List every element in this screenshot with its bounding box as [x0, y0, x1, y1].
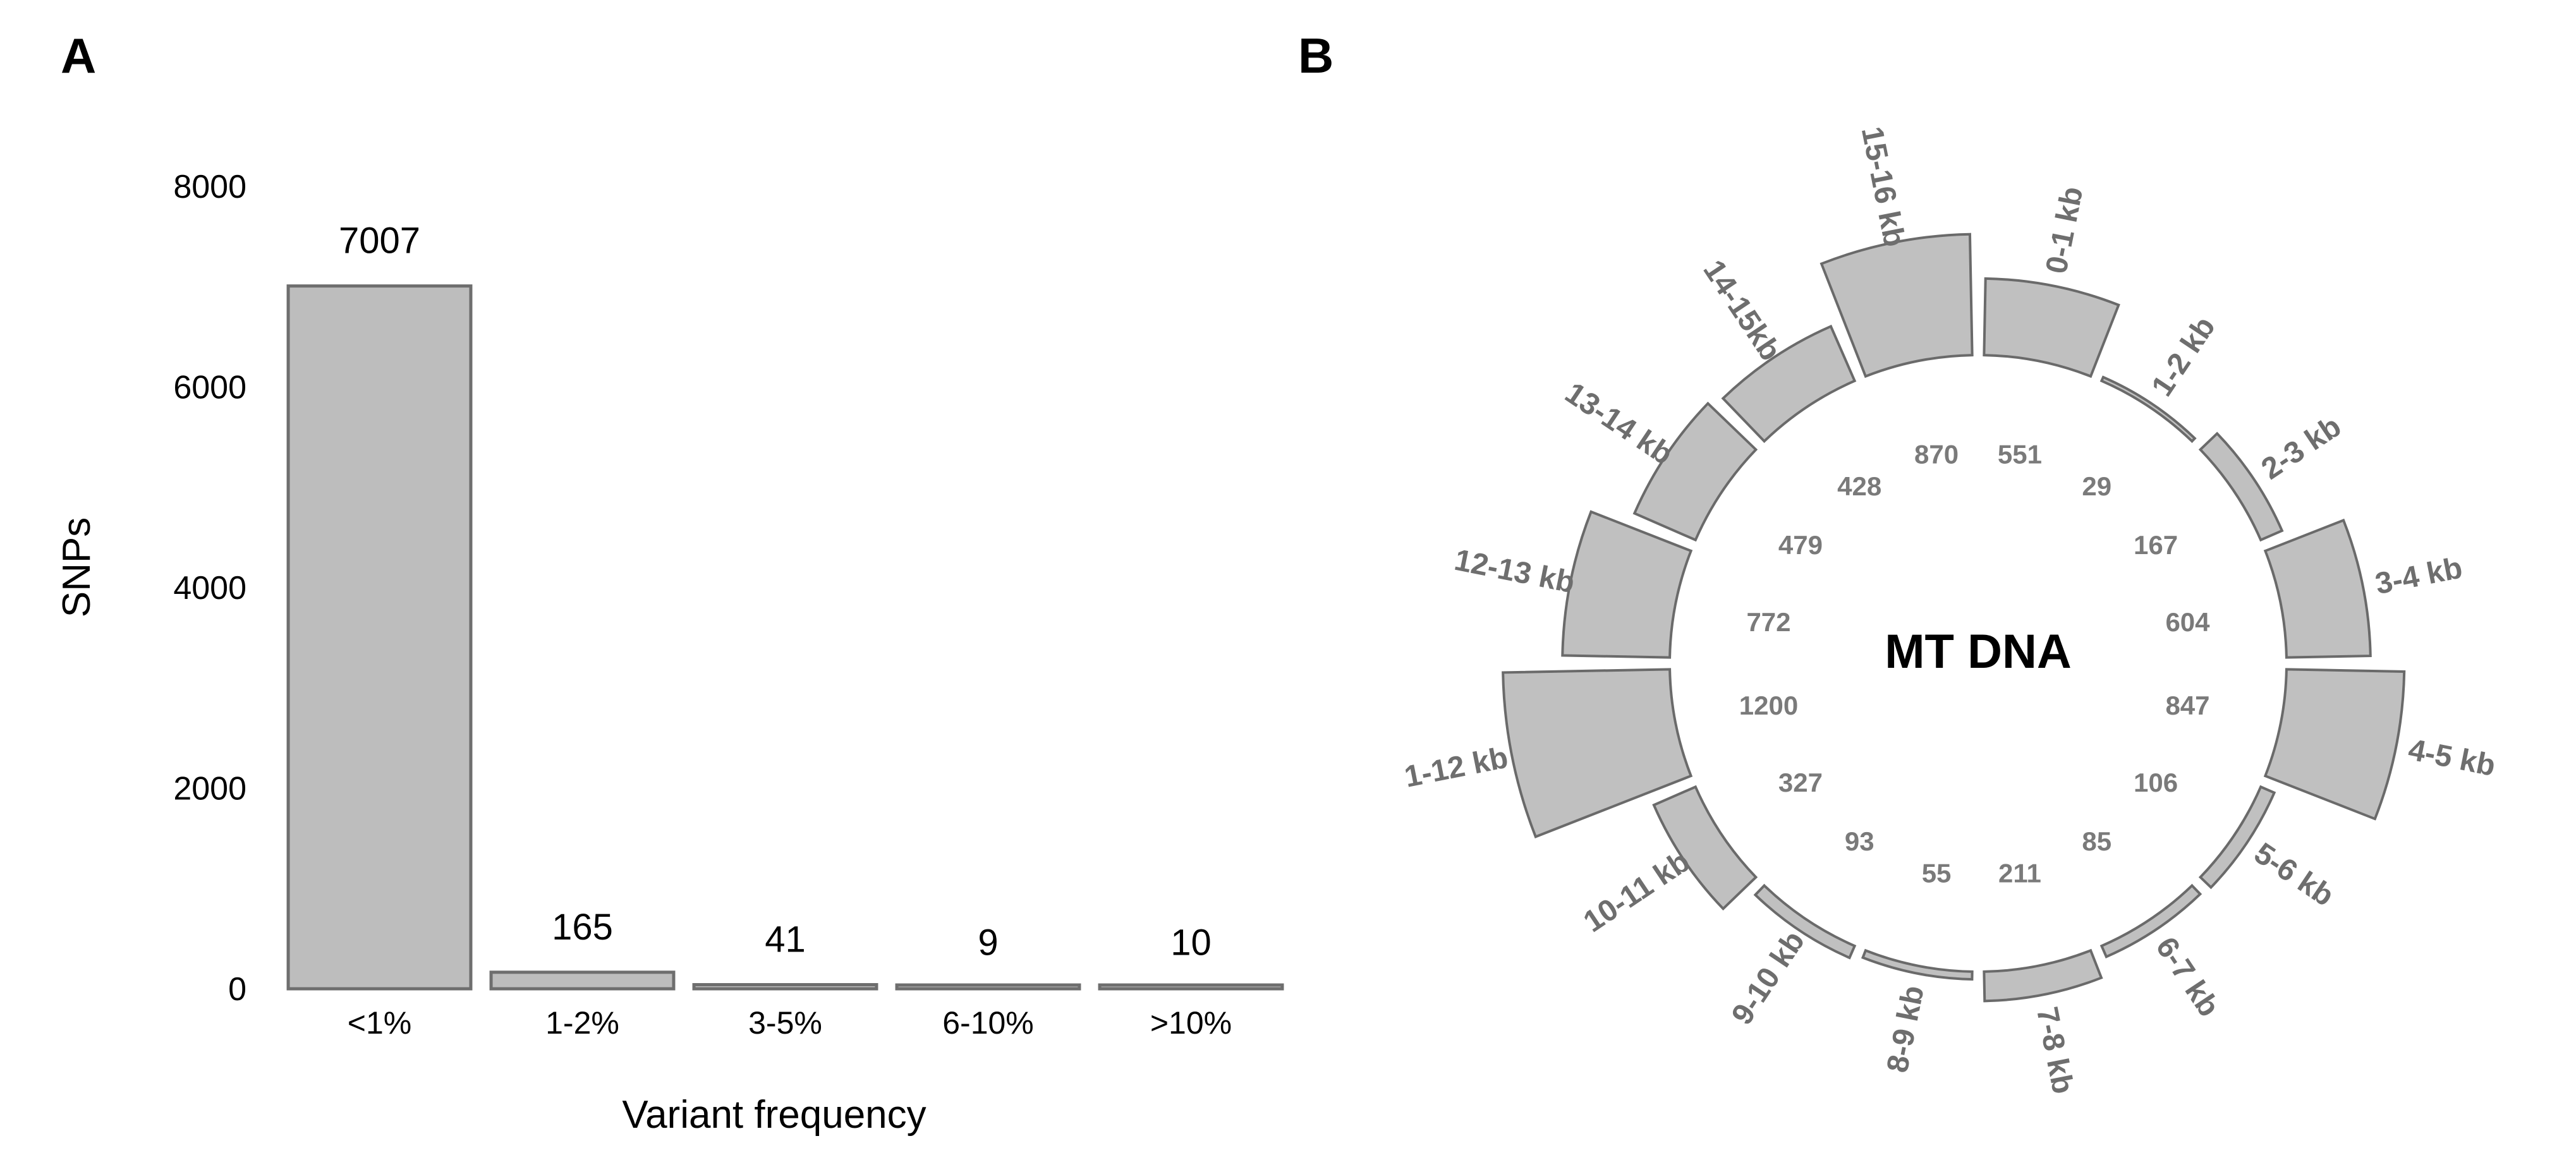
panel-letter-a: A — [61, 28, 96, 83]
radial-segment — [2198, 432, 2284, 542]
bar — [895, 983, 1081, 991]
segment-label: 3-4 kb — [2372, 551, 2465, 601]
bar-value-label: 10 — [1170, 922, 1212, 963]
radial-segment — [1721, 324, 1857, 444]
segment-label: 8-9 kb — [1881, 983, 1931, 1075]
x-tick-label: 1-2% — [545, 1005, 619, 1041]
bar — [1098, 983, 1284, 991]
segment-value-label: 55 — [1922, 859, 1952, 888]
y-tick-label: 8000 — [173, 169, 246, 205]
segment-value-label: 167 — [2134, 530, 2178, 560]
y-tick-label: 4000 — [173, 570, 246, 607]
y-tick-label: 0 — [228, 971, 246, 1008]
x-tick-label: <1% — [348, 1005, 411, 1041]
segment-label: 15-16 kb — [1855, 124, 1911, 250]
y-axis-title: SNPs — [55, 517, 99, 617]
bar — [489, 970, 676, 991]
radial-segment — [1753, 883, 1857, 960]
segment-value-label: 479 — [1778, 530, 1823, 560]
x-tick-label: 3-5% — [748, 1005, 822, 1041]
segment-value-label: 211 — [1998, 859, 2041, 888]
radial-center-title: MT DNA — [1885, 625, 2072, 679]
segment-value-label: 428 — [1837, 471, 1881, 501]
segment-label: 2-3 kb — [2256, 409, 2347, 486]
segment-label: 1-2 kb — [2146, 311, 2222, 402]
radial-segment — [1561, 510, 1693, 659]
segment-value-label: 106 — [2134, 768, 2178, 797]
segment-label: 6-7 kb — [2149, 931, 2226, 1023]
bar — [692, 982, 878, 991]
radial-segment — [1652, 785, 1758, 911]
radial-segment — [1861, 948, 1974, 981]
radial-segment — [1983, 948, 2103, 1003]
segment-value-label: 870 — [1914, 439, 1959, 469]
segment-value-label: 847 — [2165, 691, 2209, 720]
radial-segment — [2263, 518, 2372, 659]
segment-value-label: 1200 — [1739, 691, 1798, 720]
bar-value-label: 9 — [978, 922, 998, 964]
panel-letter-b: B — [1298, 28, 1334, 83]
radial-segment — [2099, 375, 2197, 444]
radial-segment — [2099, 883, 2202, 958]
segment-label: 13-14 kb — [1559, 376, 1679, 471]
segment-label: 9-10 kb — [1725, 925, 1811, 1030]
segment-value-label: 604 — [2165, 607, 2210, 637]
segment-value-label: 29 — [2082, 471, 2111, 501]
segment-label: 1-12 kb — [1402, 741, 1511, 794]
radial-segment — [2263, 668, 2406, 821]
bar-chart: SNPs Variant frequency 0 2000 4000 6000 8000… — [55, 169, 1284, 1137]
segment-label: 7-8 kb — [2030, 1004, 2080, 1096]
radial-segment — [1983, 277, 2120, 378]
radial-segment — [1632, 401, 1758, 542]
segment-label: 4-5 kb — [2405, 733, 2498, 783]
x-tick-label: 6-10% — [942, 1005, 1034, 1041]
radial-segment — [2198, 785, 2276, 890]
segment-label: 10-11 kb — [1577, 845, 1696, 939]
segment-value-label: 85 — [2082, 826, 2111, 856]
segment-value-label: 93 — [1845, 826, 1874, 856]
x-axis-title: Variant frequency — [622, 1093, 926, 1137]
bar-value-label: 41 — [765, 919, 806, 960]
segment-label: 12-13 kb — [1452, 543, 1577, 600]
segment-label: 5-6 kb — [2248, 837, 2340, 913]
radial-segment — [1502, 668, 1693, 838]
y-tick-label: 2000 — [173, 771, 246, 807]
segment-value-label: 551 — [1998, 439, 2042, 469]
y-tick-label: 6000 — [173, 370, 246, 406]
radial-chart: MT DNA 551 0-1 kb 29 1-2 kb 167 2-3 kb 604 3-4 … — [1402, 124, 2498, 1097]
bar-value-label: 7007 — [339, 221, 420, 262]
segment-value-label: 327 — [1778, 768, 1823, 797]
segment-value-label: 772 — [1746, 607, 1790, 637]
segment-label: 14-15kb — [1696, 254, 1787, 366]
bar — [286, 284, 473, 991]
segment-label: 0-1 kb — [2039, 184, 2089, 276]
radial-segment — [1820, 233, 1974, 378]
bar-value-label: 165 — [552, 907, 613, 948]
x-tick-label: >10% — [1150, 1005, 1232, 1041]
